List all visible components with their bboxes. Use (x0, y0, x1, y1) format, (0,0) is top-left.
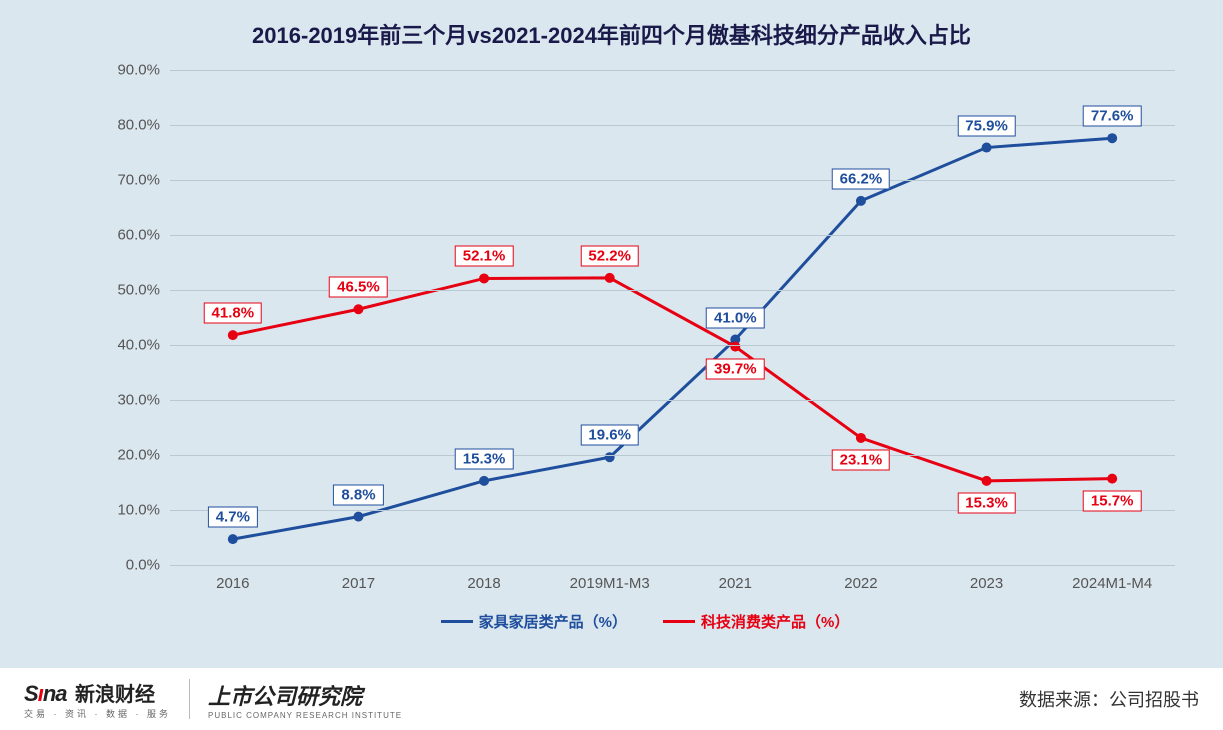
gridline (170, 400, 1175, 401)
legend-swatch (663, 620, 695, 623)
data-label: 75.9% (957, 115, 1016, 136)
plot-area: 4.7% 8.8% 15.3% 19.6% 41.0% 66.2% 75.9% 77.6% 41… (170, 70, 1175, 565)
series-line (233, 278, 1112, 481)
sina-logo: Sına 新浪财经 交易 · 资讯 · 数据 · 服务 (24, 678, 171, 720)
institute-sub: PUBLIC COMPANY RESEARCH INSTITUTE (208, 711, 402, 720)
legend-swatch (441, 620, 473, 623)
sina-cn: 新浪财经 (75, 684, 155, 706)
data-marker (730, 342, 740, 352)
y-axis-label: 70.0% (105, 172, 160, 189)
gridline (170, 455, 1175, 456)
data-label: 52.2% (580, 245, 639, 266)
data-label: 66.2% (832, 168, 891, 189)
gridline (170, 235, 1175, 236)
logo-divider (189, 679, 190, 719)
y-axis-label: 0.0% (105, 557, 160, 574)
data-marker (856, 433, 866, 443)
data-marker (1107, 133, 1117, 143)
data-label: 46.5% (329, 277, 388, 298)
data-marker (353, 512, 363, 522)
x-axis-label: 2023 (970, 575, 1003, 592)
gridline (170, 565, 1175, 566)
gridline (170, 125, 1175, 126)
gridline (170, 345, 1175, 346)
gridline (170, 70, 1175, 71)
y-axis-label: 50.0% (105, 282, 160, 299)
x-axis-label: 2022 (844, 575, 877, 592)
data-marker (479, 476, 489, 486)
data-marker (605, 273, 615, 283)
gridline (170, 290, 1175, 291)
data-marker (856, 196, 866, 206)
data-label: 77.6% (1083, 106, 1142, 127)
legend: 家具家居类产品（%） 科技消费类产品（%） (115, 610, 1175, 632)
data-label: 15.3% (957, 492, 1016, 513)
data-label: 39.7% (706, 358, 765, 379)
gridline (170, 510, 1175, 511)
legend-item: 家具家居类产品（%） (441, 611, 627, 632)
data-label: 15.7% (1083, 490, 1142, 511)
chart-svg (170, 70, 1175, 565)
y-axis-label: 10.0% (105, 502, 160, 519)
x-axis-label: 2016 (216, 575, 249, 592)
y-axis-label: 80.0% (105, 117, 160, 134)
x-axis-label: 2018 (467, 575, 500, 592)
x-axis-label: 2021 (719, 575, 752, 592)
data-marker (982, 143, 992, 153)
sina-logo-text: Sına (24, 681, 67, 706)
legend-item: 科技消费类产品（%） (663, 611, 849, 632)
footer: Sına 新浪财经 交易 · 资讯 · 数据 · 服务 上市公司研究院 PUBL… (0, 668, 1223, 730)
data-label: 4.7% (208, 507, 258, 528)
chart-area: 4.7% 8.8% 15.3% 19.6% 41.0% 66.2% 75.9% 77.6% 41… (115, 70, 1175, 625)
institute-logo: 上市公司研究院 PUBLIC COMPANY RESEARCH INSTITUT… (208, 679, 402, 720)
data-label: 41.0% (706, 307, 765, 328)
y-axis-label: 90.0% (105, 62, 160, 79)
gridline (170, 180, 1175, 181)
data-source: 数据来源：公司招股书 (1019, 686, 1199, 712)
x-axis-label: 2024M1-M4 (1072, 575, 1152, 592)
institute-logo-text: 上市公司研究院 (208, 684, 362, 709)
legend-label: 家具家居类产品（%） (479, 611, 627, 632)
sina-sub: 交易 · 资讯 · 数据 · 服务 (24, 707, 171, 720)
y-axis-label: 20.0% (105, 447, 160, 464)
y-axis-label: 40.0% (105, 337, 160, 354)
data-marker (228, 534, 238, 544)
data-label: 41.8% (204, 303, 263, 324)
y-axis-label: 60.0% (105, 227, 160, 244)
data-marker (228, 330, 238, 340)
data-marker (605, 452, 615, 462)
legend-label: 科技消费类产品（%） (701, 611, 849, 632)
data-marker (982, 476, 992, 486)
x-axis-label: 2019M1-M3 (570, 575, 650, 592)
data-label: 23.1% (832, 449, 891, 470)
data-label: 19.6% (580, 425, 639, 446)
x-axis-label: 2017 (342, 575, 375, 592)
data-label: 52.1% (455, 246, 514, 267)
data-label: 15.3% (455, 448, 514, 469)
data-label: 8.8% (333, 484, 383, 505)
y-axis-label: 30.0% (105, 392, 160, 409)
data-marker (353, 304, 363, 314)
data-marker (479, 273, 489, 283)
data-marker (1107, 474, 1117, 484)
chart-title: 2016-2019年前三个月vs2021-2024年前四个月傲基科技细分产品收入… (0, 0, 1223, 50)
